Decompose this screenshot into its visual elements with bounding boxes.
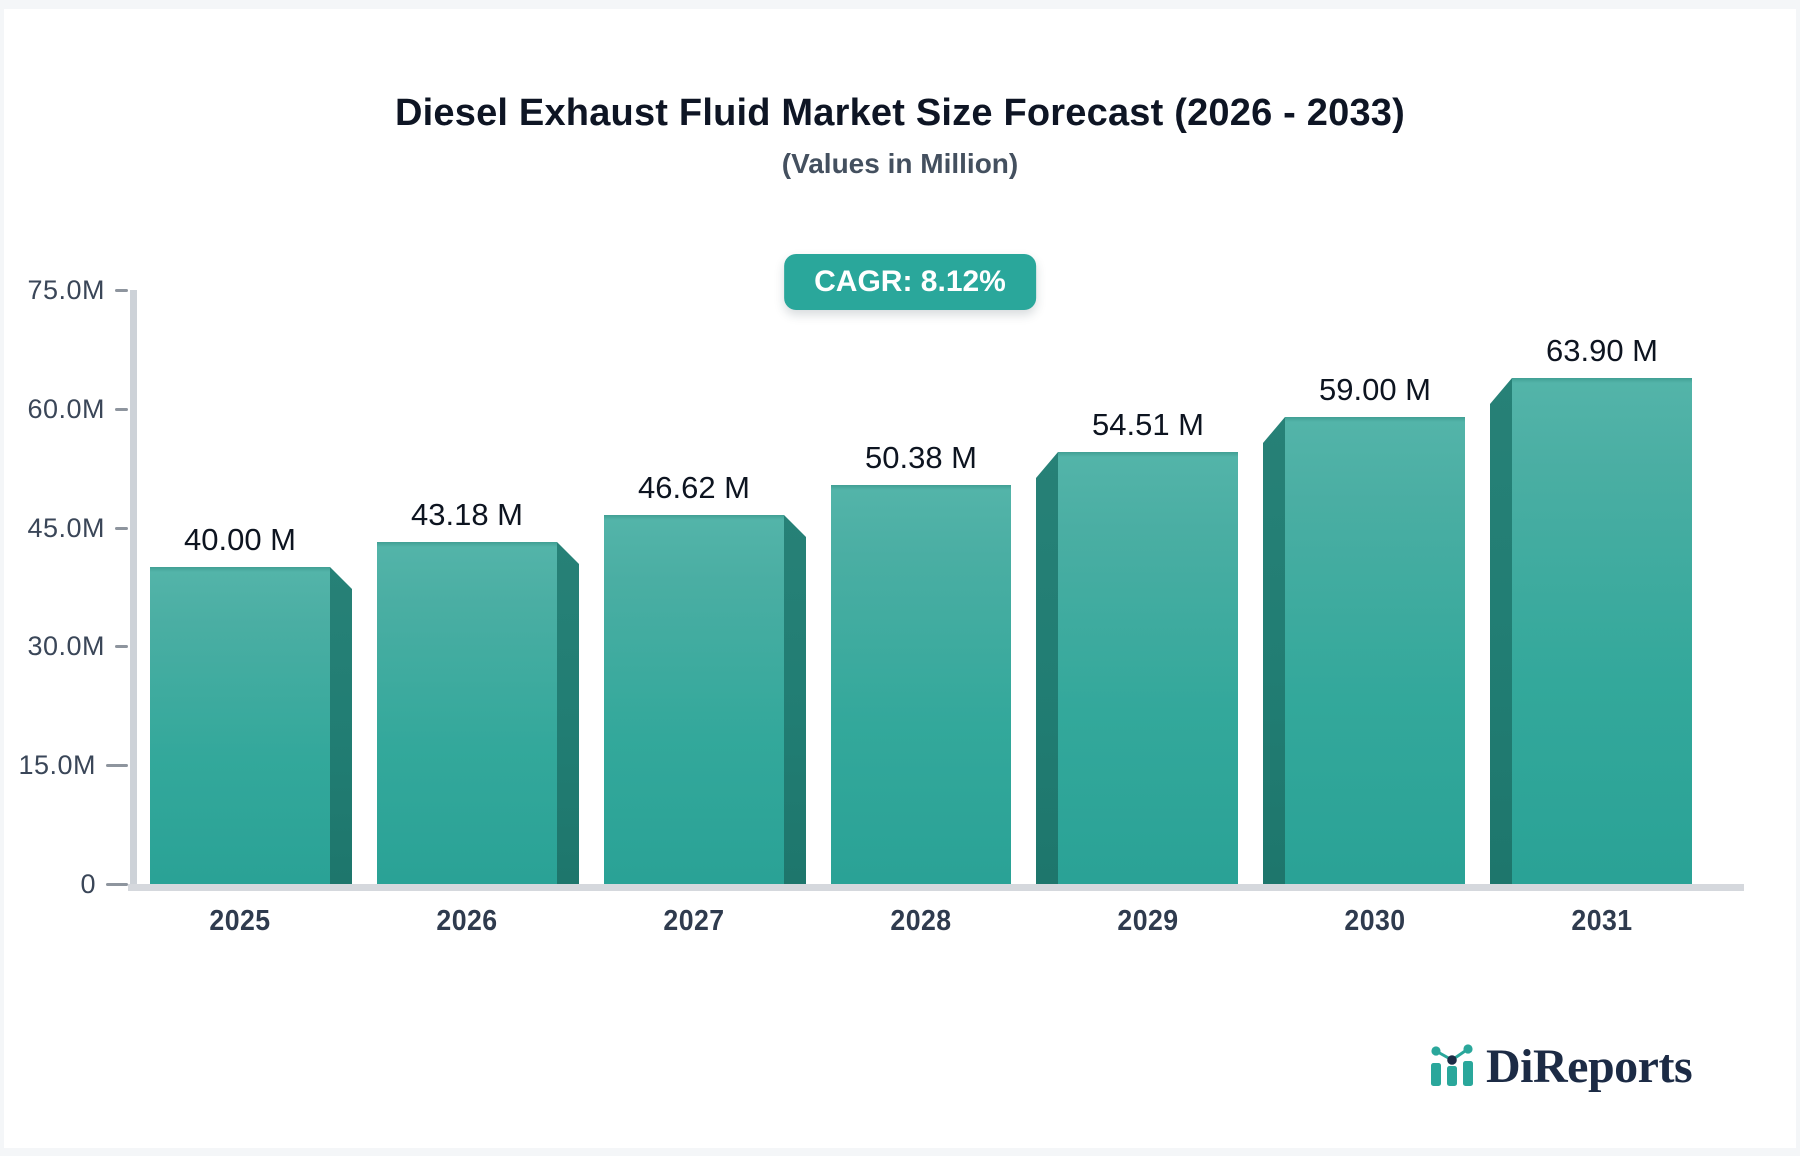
bar-group-2031: 63.90 M 2031 [1490, 333, 1692, 937]
y-axis-label: 75.0M [27, 274, 105, 305]
bar-2029 [1036, 452, 1238, 884]
brand-logo: DiReports [1428, 1030, 1693, 1093]
x-axis-label: 2028 [890, 905, 952, 937]
bar-3d-side [1490, 378, 1512, 884]
x-axis-label: 2027 [663, 905, 725, 937]
y-axis-row: 15.0M [0, 750, 128, 780]
bar-3d-side [557, 542, 579, 884]
bar-group-2027: 46.62 M 2027 [604, 470, 806, 937]
bar-2025 [150, 567, 352, 884]
bar-group-2028: 50.38 M 2028 [831, 440, 1011, 937]
bar-2028 [831, 485, 1011, 884]
bar-3d-side [1263, 417, 1285, 884]
y-axis-label: 30.0M [27, 630, 105, 661]
x-axis-label: 2029 [1117, 905, 1179, 937]
y-axis-row: 75.0M [0, 275, 128, 305]
bar-2027 [604, 515, 806, 884]
bar-2030 [1263, 417, 1465, 884]
bar-3d-side [1036, 452, 1058, 884]
cagr-badge: CAGR: 8.12% [784, 254, 1036, 310]
y-axis-line [130, 290, 137, 891]
y-axis-label: 15.0M [18, 749, 96, 780]
bar-3d-side [784, 515, 806, 884]
bar-value-label: 54.51 M [1091, 407, 1204, 442]
bar-value-label: 46.62 M [637, 470, 750, 505]
chart-subtitle: (Values in Million) [781, 148, 1019, 179]
bar-group-2029: 54.51 M 2029 [1036, 407, 1238, 937]
x-axis-baseline [128, 884, 1744, 891]
brand-name: DiReports [1486, 1040, 1693, 1093]
y-axis-tick [106, 763, 128, 767]
bar-group-2026: 43.18 M 2026 [377, 497, 579, 937]
y-axis-row: 0 [0, 869, 128, 899]
bar-3d-side [330, 567, 352, 884]
y-axis-row: 45.0M [0, 513, 128, 543]
bar-value-label: 63.90 M [1545, 333, 1658, 368]
bar-2026 [377, 542, 579, 884]
y-axis-label: 0 [80, 868, 96, 899]
y-axis-row: 30.0M [0, 631, 128, 661]
bar-group-2030: 59.00 M 2030 [1263, 372, 1465, 937]
y-axis-tick [115, 526, 128, 530]
bar-group-2025: 40.00 M 2025 [150, 522, 352, 937]
mini-bar-chart-trend-icon [1431, 1044, 1473, 1086]
bar-value-label: 40.00 M [183, 522, 296, 557]
bar-value-label: 43.18 M [410, 497, 523, 532]
bar-2031 [1490, 378, 1692, 884]
x-axis-label: 2031 [1571, 905, 1633, 937]
y-axis-tick [106, 882, 128, 886]
y-axis-tick [115, 288, 128, 292]
y-axis-row: 60.0M [0, 394, 128, 424]
y-axis-tick [115, 644, 128, 648]
x-axis-label: 2030 [1344, 905, 1406, 937]
y-axis-label: 45.0M [27, 512, 105, 543]
x-axis-label: 2025 [209, 905, 271, 937]
bar-value-label: 59.00 M [1318, 372, 1431, 407]
y-axis-label: 60.0M [27, 393, 105, 424]
bar-value-label: 50.38 M [864, 440, 977, 475]
x-axis-label: 2026 [436, 905, 498, 937]
y-axis-tick [115, 407, 128, 411]
chart-title: Diesel Exhaust Fluid Market Size Forecas… [395, 92, 1405, 134]
